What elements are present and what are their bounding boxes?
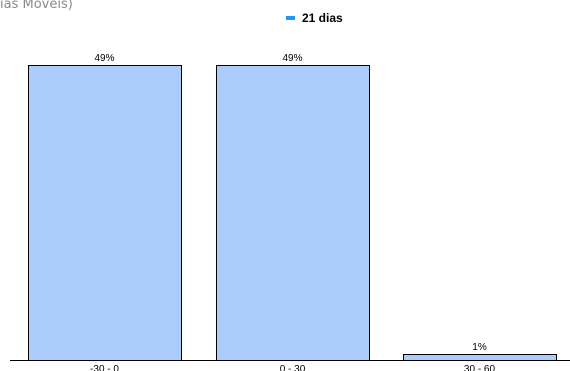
x-labels-group: -30 - 0 0 - 30 30 - 60 (90, 364, 495, 371)
bar-2 (403, 354, 557, 361)
bar-0 (28, 65, 182, 361)
bars-group (28, 65, 557, 361)
legend-swatch (286, 16, 295, 20)
legend: 21 dias (286, 11, 343, 25)
chart-title-fragment: ias Moveis) (0, 0, 73, 12)
bar-value-label-0: 49% (94, 53, 114, 64)
value-labels-group: 49% 49% 1% (94, 53, 486, 353)
bar-value-label-1: 49% (282, 53, 302, 64)
x-tick-label-1: 0 - 30 (280, 364, 306, 371)
bar-1 (216, 65, 370, 361)
legend-label: 21 dias (302, 11, 343, 25)
bar-value-label-2: 1% (472, 342, 487, 353)
x-tick-label-0: -30 - 0 (90, 364, 119, 371)
x-tick-label-2: 30 - 60 (464, 364, 496, 371)
